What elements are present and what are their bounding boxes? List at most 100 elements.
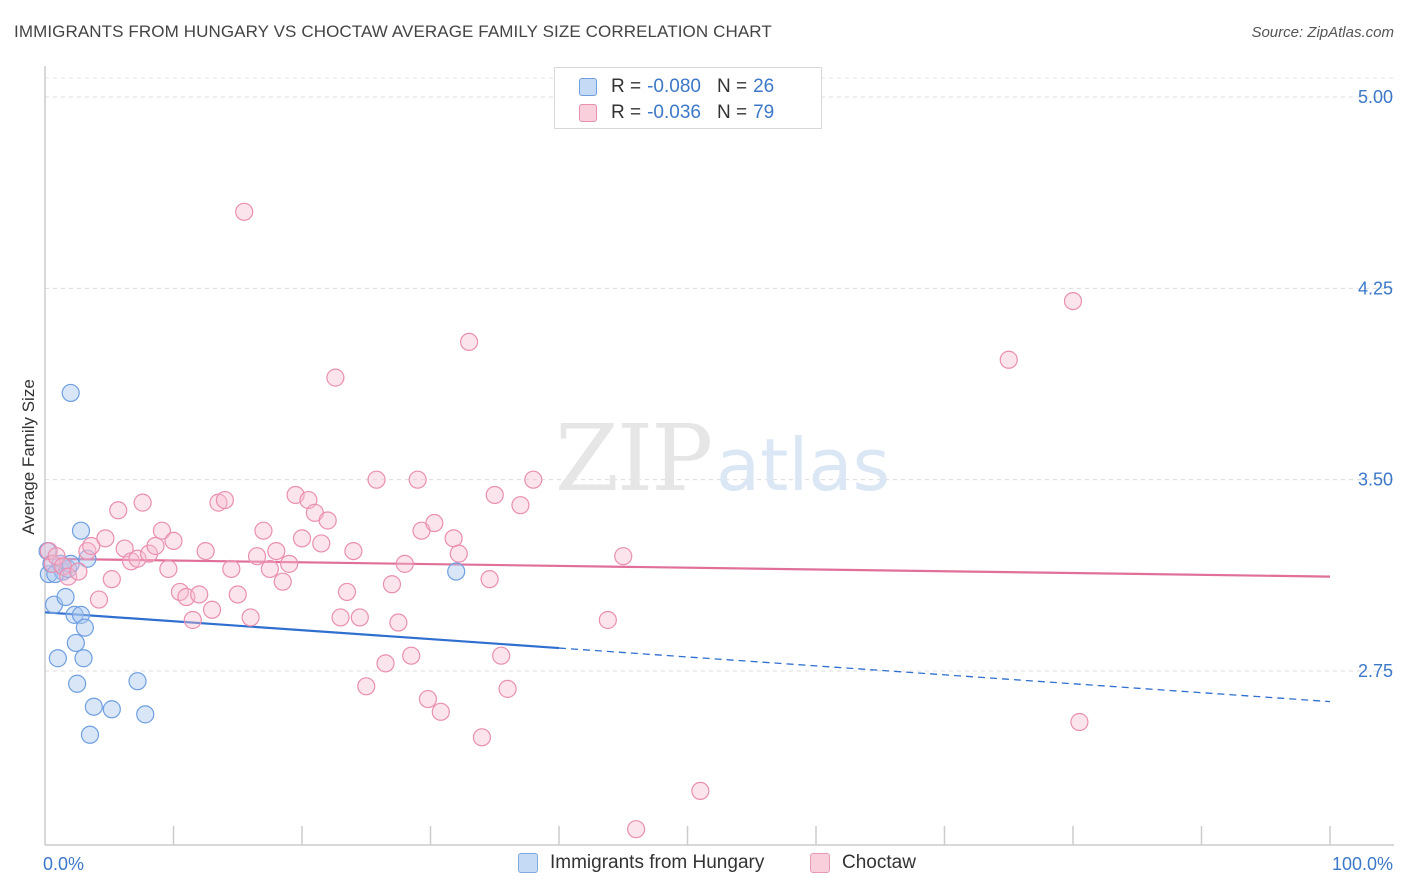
choctaw-point [292,529,312,548]
hungary-point [65,605,84,624]
source-label: Source: ZipAtlas.com [1251,24,1394,41]
hungary-point [102,700,121,719]
hungary-point [71,521,91,540]
series-label-choctaw: Choctaw [842,852,916,873]
choctaw-point [425,513,444,533]
choctaw-point [999,350,1018,369]
chart-title: IMMIGRANTS FROM HUNGARY VS CHOCTAW AVERA… [14,22,772,41]
choctaw-point [318,511,337,530]
stats-legend: R = -0.080 N = 26 R = -0.036 N = 79 [554,67,822,129]
trend-lines [44,557,1331,703]
legend-n-label: N = [716,102,748,123]
hungary-point [74,649,93,668]
choctaw-point [444,529,463,548]
legend-n-value: 26 [753,76,775,97]
legend-n-value: 79 [753,102,775,123]
choctaw-point [222,559,241,579]
choctaw-point [511,496,530,515]
choctaw-point [350,608,369,627]
y-tick-label: 5.00 [1358,87,1393,107]
axes [44,66,1394,846]
choctaw-point [498,679,517,698]
legend-n-label: N = [716,76,748,97]
x-tick-label-min: 0.0% [43,854,84,874]
choctaw-point [459,332,479,352]
choctaw-point [382,575,402,594]
choctaw-trend-line [44,557,1331,578]
hungary-point [68,674,87,693]
y-tick-label: 4.25 [1358,278,1393,298]
legend-r-label: R = [611,76,642,97]
choctaw-point [202,600,222,619]
hungary-trend-line-extension [558,647,1331,703]
series-legend-choctaw[interactable]: Choctaw [810,852,916,874]
choctaw-point [146,536,165,556]
axis-ticks: 2.75 3.50 4.25 5.00 0.0% 100.0% [43,87,1393,874]
choctaw-point [82,536,101,556]
watermark-atlas: atlas [716,423,890,507]
choctaw-point [260,559,279,579]
choctaw-point [626,820,646,839]
choctaw-point [312,534,331,553]
choctaw-point [109,501,128,520]
legend-r-value: -0.036 [647,102,701,123]
choctaw-point [133,493,152,512]
legend-row-choctaw: R = -0.036 N = 79 [579,100,774,126]
choctaw-point [190,585,209,604]
y-tick-label: 2.75 [1358,661,1393,681]
choctaw-point [524,470,543,489]
series-label-hungary: Immigrants from Hungary [550,852,765,873]
choctaw-point [273,572,292,591]
choctaw-point [431,702,450,721]
choctaw-point [241,608,260,627]
choctaw-point [247,547,267,566]
data-points [38,202,1089,839]
choctaw-point [89,590,109,609]
gridlines [45,77,1394,672]
watermark: ZIP atlas [555,405,890,512]
hungary-point [56,587,75,607]
choctaw-point [69,562,88,581]
hungary-point [447,562,466,581]
legend-r-label: R = [611,102,642,123]
choctaw-point [96,529,115,548]
series-swatch-hungary [518,853,538,873]
choctaw-point [408,470,427,489]
choctaw-point [326,368,345,387]
choctaw-point [1070,712,1089,732]
choctaw-point [1063,291,1083,311]
choctaw-point [196,541,215,561]
hungary-point [128,672,147,691]
choctaw-point [492,646,511,665]
choctaw-point [128,549,147,568]
choctaw-point [47,547,66,566]
choctaw-point [472,728,491,747]
choctaw-point [331,608,350,627]
choctaw-point [367,470,386,489]
choctaw-point [215,490,234,510]
legend-row-hungary: R = -0.080 N = 26 [579,74,774,100]
series-legend-hungary[interactable]: Immigrants from Hungary [518,852,764,874]
choctaw-point [691,781,710,801]
choctaw-point [418,689,438,709]
choctaw-point [344,541,363,561]
hungary-point [80,725,100,744]
choctaw-point [389,613,408,632]
choctaw-point [280,554,299,573]
choctaw-point [183,610,202,630]
choctaw-point [395,554,414,573]
choctaw-point [164,531,183,550]
choctaw-point [337,582,357,602]
choctaw-point [614,547,633,566]
choctaw-point [376,654,395,673]
choctaw-point [480,570,499,589]
hungary-trend-line [44,611,560,650]
legend-swatch-hungary [579,78,597,96]
hungary-point [48,649,67,668]
legend-swatch-choctaw [579,104,597,122]
choctaw-point [485,485,504,505]
hungary-point [136,705,155,724]
y-axis-title: Average Family Size [19,379,38,535]
choctaw-point [235,202,254,221]
